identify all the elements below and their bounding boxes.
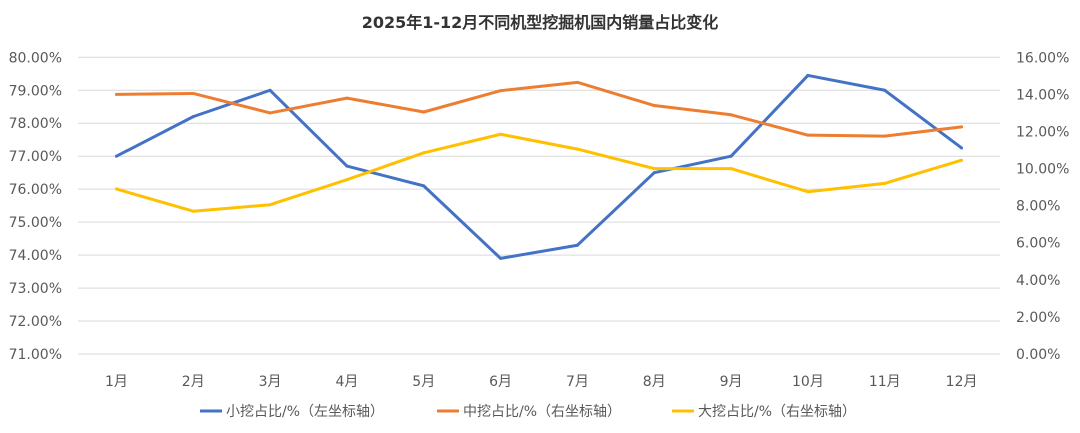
data-point: [114, 187, 118, 191]
x-tick-label: 6月: [489, 374, 512, 390]
x-tick-label: 12月: [946, 374, 978, 390]
x-tick-label: 8月: [643, 374, 666, 390]
data-point: [806, 133, 810, 137]
data-point: [114, 154, 118, 158]
data-point: [345, 96, 349, 100]
data-point: [729, 167, 733, 171]
data-point: [960, 158, 964, 162]
x-tick-label: 1月: [105, 374, 128, 390]
data-point: [499, 256, 503, 260]
left-tick-label: 80.00%: [9, 50, 62, 66]
data-point: [883, 181, 887, 185]
x-tick-label: 9月: [720, 374, 743, 390]
data-point: [268, 203, 272, 207]
left-tick-label: 73.00%: [9, 281, 62, 297]
legend-label: 中挖占比/%（右坐标轴）: [463, 404, 621, 420]
chart-title: 2025年1-12月不同机型挖掘机国内销量占比变化: [362, 13, 719, 32]
left-tick-label: 72.00%: [9, 314, 62, 330]
data-point: [960, 125, 964, 129]
x-tick-label: 2月: [182, 374, 205, 390]
left-tick-label: 78.00%: [9, 116, 62, 132]
data-point: [191, 209, 195, 213]
data-point: [960, 146, 964, 150]
x-tick-label: 7月: [566, 374, 589, 390]
data-point: [652, 104, 656, 108]
data-point: [268, 111, 272, 115]
data-point: [575, 243, 579, 247]
series-line-0: [115, 73, 963, 260]
left-tick-label: 76.00%: [9, 182, 62, 198]
data-point: [499, 132, 503, 136]
data-point: [806, 73, 810, 77]
series-line-2: [115, 132, 963, 213]
x-tick-label: 3月: [259, 374, 282, 390]
x-tick-label: 11月: [869, 374, 901, 390]
data-point: [191, 91, 195, 95]
x-tick-label: 4月: [335, 374, 358, 390]
right-tick-label: 6.00%: [1016, 236, 1060, 252]
data-point: [729, 154, 733, 158]
legend-label: 小挖占比/%（左坐标轴）: [226, 404, 384, 420]
left-tick-label: 71.00%: [9, 347, 62, 363]
right-tick-label: 10.00%: [1016, 162, 1069, 178]
data-point: [422, 110, 426, 114]
data-point: [575, 80, 579, 84]
data-point: [345, 178, 349, 182]
left-tick-label: 77.00%: [9, 149, 62, 165]
data-point: [191, 115, 195, 119]
data-point: [575, 147, 579, 151]
data-point: [268, 88, 272, 92]
right-tick-label: 8.00%: [1016, 199, 1060, 215]
x-tick-label: 10月: [792, 374, 824, 390]
series-line-1: [116, 80, 962, 138]
right-tick-label: 4.00%: [1016, 273, 1060, 289]
right-tick-label: 2.00%: [1016, 310, 1060, 326]
left-tick-label: 74.00%: [9, 248, 62, 264]
data-point: [499, 89, 503, 93]
legend-label: 大挖占比/%（右坐标轴）: [698, 404, 856, 420]
right-tick-label: 12.00%: [1016, 124, 1069, 140]
left-tick-label: 79.00%: [9, 83, 62, 99]
data-point: [422, 184, 426, 188]
data-point: [806, 190, 810, 194]
right-tick-label: 16.00%: [1016, 50, 1069, 66]
right-tick-label: 14.00%: [1016, 87, 1069, 103]
data-point: [652, 171, 656, 175]
x-tick-label: 5月: [412, 374, 435, 390]
data-point: [652, 167, 656, 171]
data-point: [883, 134, 887, 138]
left-tick-label: 75.00%: [9, 215, 62, 231]
data-point: [114, 92, 118, 96]
data-point: [422, 151, 426, 155]
right-tick-label: 0.00%: [1016, 347, 1060, 363]
data-point: [729, 113, 733, 117]
data-point: [883, 88, 887, 92]
data-point: [345, 164, 349, 168]
